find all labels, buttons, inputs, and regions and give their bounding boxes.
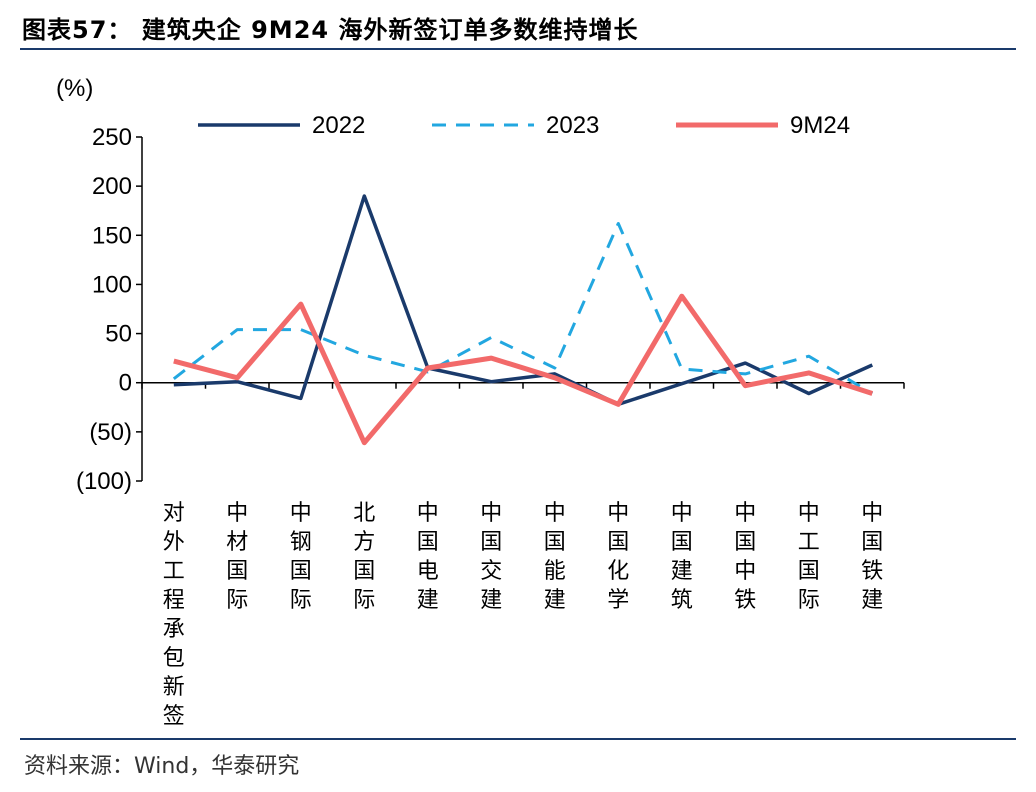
- x-category-label: 中钢国际: [290, 501, 312, 613]
- x-category-label: 中材国际: [226, 501, 248, 613]
- chart-axes: (%) 250 200 150 100 50 0 (50) (100): [56, 75, 905, 495]
- figure-title: 图表57： 建筑央企 9M24 海外新签订单多数维持增长: [22, 16, 639, 44]
- x-category-label: 中国交建: [480, 501, 502, 613]
- series-line-2023: [172, 222, 874, 395]
- series-line-2022: [173, 194, 874, 407]
- x-category-label: 北方国际: [353, 501, 375, 613]
- line-chart: (%) 250 200 150 100 50 0 (50) (100) 2022 2023 9M24…: [56, 75, 905, 729]
- y-tick-label: 200: [92, 173, 132, 200]
- series-line-9m24: [173, 293, 874, 446]
- footer-divider: [20, 738, 1016, 740]
- legend-label-9m24: 9M24: [790, 112, 850, 139]
- x-category-label: 对外工程承包新签: [163, 501, 185, 729]
- legend-label-2022: 2022: [312, 112, 365, 139]
- chart-plot-area: [172, 194, 874, 446]
- y-tick-label: 50: [105, 321, 132, 348]
- x-category-label: 中国铁建: [861, 501, 883, 613]
- y-tick-label: (50): [89, 419, 132, 446]
- y-tick-label: 0: [119, 370, 132, 397]
- legend-label-2023: 2023: [546, 112, 599, 139]
- y-tick-label: 250: [92, 124, 132, 151]
- x-category-label: 中国能建: [544, 501, 566, 613]
- x-category-label: 中国电建: [417, 501, 439, 613]
- x-category-label: 中工国际: [798, 501, 820, 613]
- y-axis-unit-label: (%): [56, 75, 93, 102]
- chart-category-labels: 对外工程承包新签 中材国际 中钢国际 北方国际 中国电建 中国交建 中国能建 中国化学 中国建筑…: [163, 501, 884, 729]
- chart-legend: 2022 2023 9M24: [198, 112, 850, 139]
- y-tick-label: 150: [92, 222, 132, 249]
- title-divider: [20, 48, 1016, 50]
- x-category-label: 中国建筑: [671, 501, 693, 613]
- x-category-label: 中国中铁: [734, 501, 756, 613]
- source-note: 资料来源：Wind，华泰研究: [24, 754, 300, 779]
- y-tick-label: 100: [92, 271, 132, 298]
- y-tick-label: (100): [76, 468, 132, 495]
- x-category-label: 中国化学: [607, 501, 629, 613]
